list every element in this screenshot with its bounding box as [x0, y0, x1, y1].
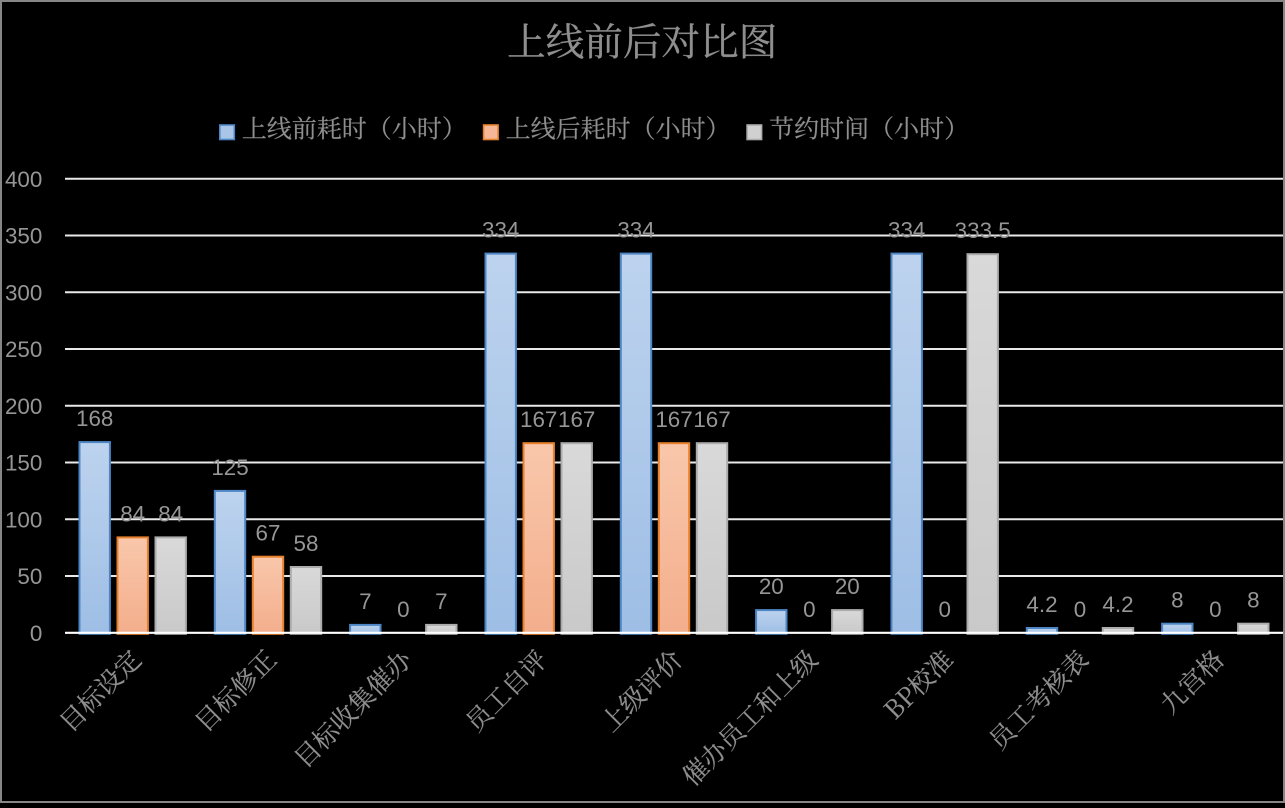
svg-text:0: 0: [397, 597, 409, 622]
svg-text:125: 125: [211, 455, 248, 480]
svg-text:50: 50: [17, 564, 42, 589]
svg-text:67: 67: [256, 521, 281, 546]
svg-text:167: 167: [693, 407, 730, 432]
svg-text:0: 0: [938, 597, 950, 622]
svg-text:334: 334: [617, 218, 654, 243]
svg-text:333.5: 333.5: [955, 218, 1011, 243]
svg-text:400: 400: [5, 167, 42, 192]
svg-text:300: 300: [5, 280, 42, 305]
svg-text:84: 84: [158, 501, 183, 526]
svg-text:150: 150: [5, 451, 42, 476]
svg-text:0: 0: [803, 597, 815, 622]
svg-text:167: 167: [558, 407, 595, 432]
svg-text:84: 84: [120, 501, 145, 526]
svg-text:350: 350: [5, 224, 42, 249]
svg-text:4.2: 4.2: [1026, 592, 1057, 617]
svg-text:20: 20: [835, 574, 860, 599]
svg-text:200: 200: [5, 394, 42, 419]
svg-text:8: 8: [1247, 588, 1259, 613]
svg-text:0: 0: [1074, 597, 1086, 622]
svg-text:167: 167: [655, 407, 692, 432]
svg-text:334: 334: [888, 218, 925, 243]
svg-text:20: 20: [759, 574, 784, 599]
svg-text:0: 0: [1209, 597, 1221, 622]
svg-text:167: 167: [520, 407, 557, 432]
svg-text:58: 58: [294, 531, 319, 556]
svg-text:4.2: 4.2: [1102, 592, 1133, 617]
svg-text:334: 334: [482, 218, 519, 243]
svg-text:250: 250: [5, 337, 42, 362]
svg-text:7: 7: [435, 589, 447, 614]
svg-text:7: 7: [359, 589, 371, 614]
svg-text:168: 168: [76, 406, 113, 431]
svg-text:8: 8: [1171, 588, 1183, 613]
svg-text:100: 100: [5, 508, 42, 533]
svg-text:0: 0: [30, 621, 42, 646]
